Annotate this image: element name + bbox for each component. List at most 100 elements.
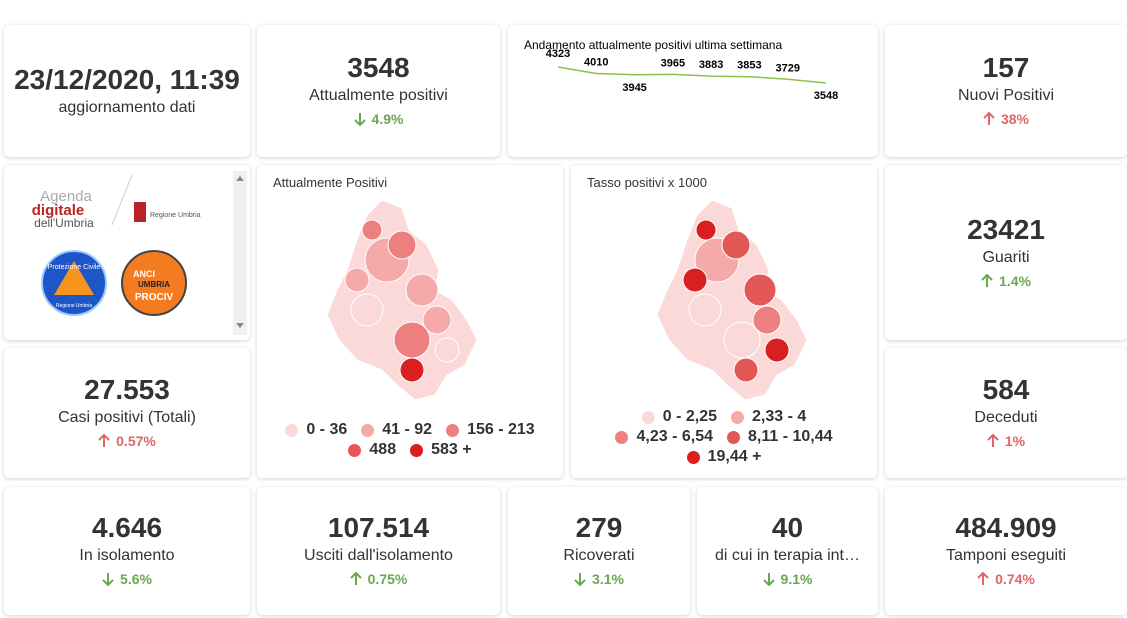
stat-change: 38% — [983, 107, 1029, 131]
change-text: 4.9% — [371, 111, 404, 127]
district — [723, 321, 761, 359]
legend-label: 156 - 213 — [467, 421, 535, 438]
legend-label: 488 — [369, 441, 397, 458]
stat-label: Usciti dall'isolamento — [304, 547, 453, 564]
stat-card: 23421 Guariti 1.4% — [885, 165, 1127, 340]
logo-anci — [121, 250, 187, 316]
stat-value: 157 — [982, 52, 1030, 83]
legend-swatch — [615, 430, 629, 444]
legend-swatch — [446, 423, 460, 437]
divider — [111, 174, 133, 226]
stat-change: 1% — [987, 429, 1025, 453]
stat-value: 484.909 — [955, 512, 1057, 543]
region — [656, 199, 808, 401]
legend-label: 0 - 2,25 — [662, 408, 717, 425]
legend-item: 19,44 + — [686, 448, 762, 466]
legend-label: 4,23 - 6,54 — [636, 428, 713, 445]
scroll-up[interactable] — [236, 176, 244, 181]
stat-label: Nuovi Positivi — [957, 87, 1055, 104]
arrow — [977, 572, 989, 585]
district — [405, 273, 439, 307]
change-text: 0.57% — [116, 433, 156, 449]
district — [721, 230, 751, 260]
stat-label: di cui in terapia int… — [715, 547, 860, 564]
change-text: 5.6% — [120, 571, 152, 587]
stat-value: 279 — [575, 512, 623, 543]
trend-label: 3883 — [699, 59, 723, 71]
legend-swatch — [285, 423, 299, 437]
district — [422, 305, 452, 335]
change-text: 1% — [1004, 433, 1026, 449]
legend-label: 0 - 36 — [306, 421, 348, 438]
arrow-icon — [102, 573, 114, 586]
legend-item: 4,23 - 6,54 — [615, 428, 713, 446]
trend-label: 3853 — [737, 60, 761, 72]
scroll-down[interactable] — [236, 323, 244, 328]
logo-text: UMBRIA — [138, 280, 170, 289]
stat-card: 279 Ricoverati 3.1% — [508, 487, 690, 615]
stat-label: Guariti — [982, 248, 1030, 266]
stat-card: 584 Deceduti 1% — [885, 348, 1127, 478]
arrow — [987, 434, 999, 447]
stat-value: 3548 — [347, 52, 410, 83]
arrow-icon — [98, 434, 110, 447]
stat-value: 27.553 — [84, 374, 170, 405]
stat-card: 157 Nuovi Positivi 38% — [885, 25, 1127, 157]
stat-label: In isolamento — [79, 547, 175, 564]
district — [682, 267, 708, 293]
legend-item: 488 — [348, 441, 396, 459]
logo-mark — [134, 202, 146, 222]
district — [752, 305, 782, 335]
district — [350, 293, 384, 327]
stat-change: 3.1% — [574, 567, 624, 591]
trend-label: 4010 — [584, 56, 608, 68]
legend: 0 - 36 41 - 92 156 - 213 488 583 + — [257, 421, 563, 459]
arrow — [574, 573, 586, 586]
arrow — [981, 273, 993, 287]
stat-card: 27.553 Casi positivi (Totali) 0.57% — [4, 348, 250, 478]
district — [695, 219, 717, 241]
stat-value: 584 — [982, 374, 1030, 405]
scrollbar[interactable] — [233, 171, 247, 335]
legend-swatch — [361, 423, 375, 437]
legend-item: 2,33 - 4 — [731, 408, 806, 426]
arrow-icon — [981, 273, 993, 287]
legend-swatch — [641, 410, 655, 424]
arrow-icon — [987, 434, 999, 447]
stat-change: 0.75% — [349, 567, 407, 591]
legend-label: 41 - 92 — [382, 421, 433, 438]
stat-card: 40 di cui in terapia int… 9.1% — [697, 487, 878, 615]
stat-label: Casi positivi (Totali) — [58, 409, 196, 426]
district — [399, 357, 425, 383]
arrow — [98, 434, 110, 447]
stat-card: 107.514 Usciti dall'isolamento 0.75% — [257, 487, 500, 615]
arrow-icon — [977, 572, 989, 585]
logos-card: Agenda digitale dell'Umbria Regione Umbr… — [4, 165, 250, 340]
legend-label: 19,44 + — [707, 448, 762, 465]
logo-text: Regione Umbria — [150, 212, 201, 219]
change-text: 1.4% — [999, 272, 1031, 289]
arrow-icon — [983, 112, 995, 125]
logo-text: digitale — [32, 202, 85, 219]
trend-label: 4323 — [546, 48, 570, 60]
arrow — [353, 113, 366, 126]
legend: 0 - 2,25 2,33 - 4 4,23 - 6,54 8,11 - 10,44 1… — [571, 408, 877, 466]
legend-swatch — [726, 430, 740, 444]
logo-text: ANCI — [133, 269, 155, 279]
district — [434, 337, 460, 363]
sparkline: Andamento attualmente positivi ultima se… — [524, 38, 838, 102]
map-card: Tasso positivi x 1000 0 - 2,25 2,33 - 4 4,… — [571, 165, 877, 478]
legend-label: 8,11 - 10,44 — [747, 428, 833, 445]
stat-value: 107.514 — [327, 512, 430, 543]
change-text: 38% — [1000, 111, 1030, 127]
trend-label: 3729 — [775, 62, 799, 74]
stat-label: aggiornamento dati — [58, 99, 196, 116]
logo-text: Protezione Civile — [48, 264, 101, 271]
change-text: 9.1% — [780, 571, 813, 587]
trend-line — [557, 66, 827, 84]
district — [733, 357, 759, 383]
logo-mark — [54, 261, 94, 295]
arrow — [102, 573, 114, 586]
stat-label: Attualmente positivi — [309, 87, 448, 104]
legend-label: 2,33 - 4 — [752, 408, 807, 425]
